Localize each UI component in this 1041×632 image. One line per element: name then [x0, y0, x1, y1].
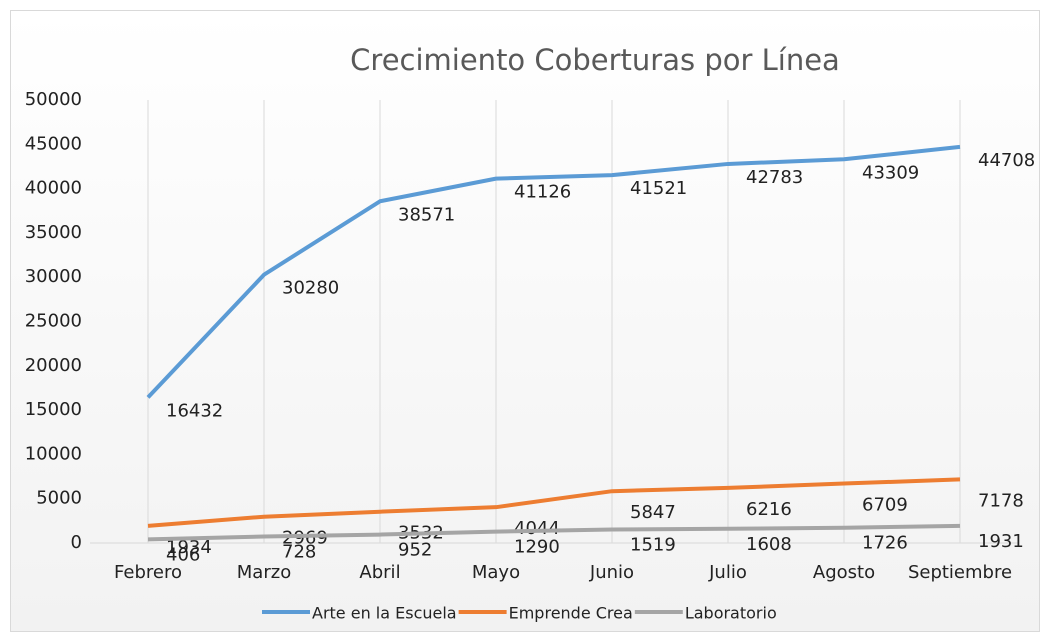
- y-tick-label: 25000: [25, 311, 82, 332]
- data-label: 406: [166, 544, 200, 565]
- y-tick-label: 20000: [25, 355, 82, 376]
- data-label: 2969: [282, 528, 328, 549]
- x-tick-label: Abril: [359, 562, 400, 583]
- y-tick-label: 5000: [36, 488, 82, 509]
- data-label: 16432: [166, 400, 223, 421]
- data-label: 7178: [978, 490, 1024, 511]
- y-tick-label: 35000: [25, 222, 82, 243]
- y-tick-label: 40000: [25, 178, 82, 199]
- x-tick-label: Septiembre: [908, 562, 1012, 583]
- data-label: 41126: [514, 182, 571, 203]
- data-label: 41521: [630, 178, 687, 199]
- x-tick-label: Julio: [708, 562, 747, 583]
- y-tick-label: 10000: [25, 443, 82, 464]
- data-label: 1290: [514, 537, 560, 558]
- x-tick-label: Mayo: [472, 562, 520, 583]
- data-label: 6709: [862, 495, 908, 516]
- y-tick-label: 50000: [25, 89, 82, 110]
- legend-label: Emprende Crea: [509, 604, 633, 623]
- data-label: 1519: [630, 535, 676, 556]
- legend-label: Arte en la Escuela: [312, 604, 457, 623]
- x-tick-label: Agosto: [813, 562, 875, 583]
- chart-title: Crecimiento Coberturas por Línea: [350, 43, 840, 77]
- y-tick-label: 15000: [25, 399, 82, 420]
- line-series: [147, 523, 961, 542]
- line-series: [146, 144, 961, 399]
- data-label: 43309: [862, 162, 919, 183]
- x-tick-label: Junio: [589, 562, 634, 583]
- data-label: 30280: [282, 278, 339, 299]
- data-label: 4044: [514, 518, 560, 539]
- data-label: 5847: [630, 502, 676, 523]
- y-tick-label: 30000: [25, 266, 82, 287]
- data-label: 1934: [166, 537, 212, 558]
- line-series: [147, 477, 961, 528]
- y-tick-label: 45000: [25, 133, 82, 154]
- data-label: 38571: [398, 204, 455, 225]
- x-tick-label: Marzo: [237, 562, 291, 583]
- data-label: 728: [282, 542, 316, 563]
- data-label: 44708: [978, 150, 1035, 171]
- data-label: 952: [398, 540, 432, 561]
- data-label: 6216: [746, 499, 792, 520]
- data-label: 1931: [978, 531, 1024, 552]
- data-label: 1608: [746, 534, 792, 555]
- legend-label: Laboratorio: [685, 604, 777, 623]
- data-label: 42783: [746, 167, 803, 188]
- y-tick-label: 0: [71, 532, 82, 553]
- x-tick-label: Febrero: [114, 562, 182, 583]
- data-label: 1726: [862, 533, 908, 554]
